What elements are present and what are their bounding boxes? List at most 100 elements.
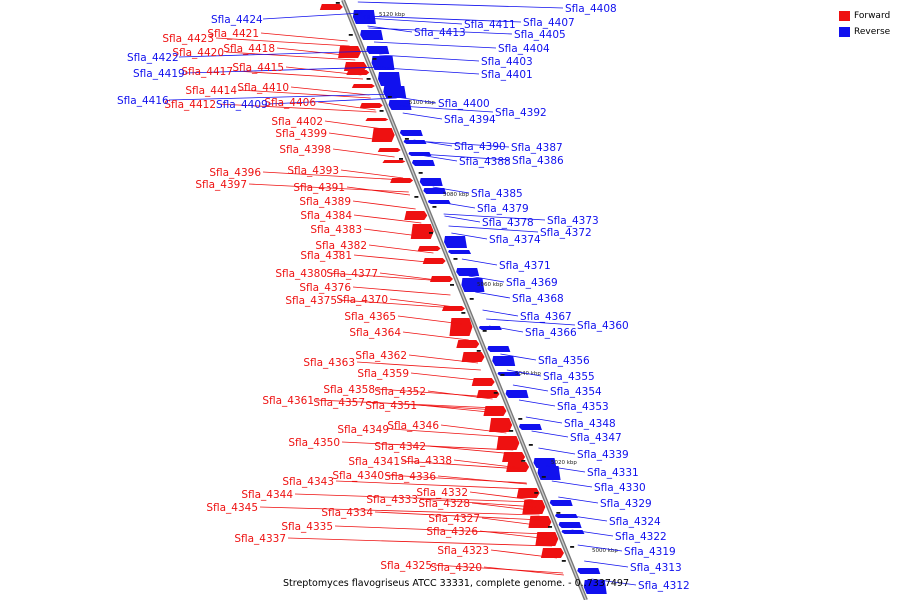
- forward-gene-label: Sfla_4397: [195, 179, 247, 191]
- reverse-gene-label: Sfla_4394: [444, 114, 496, 126]
- feature-mark: [570, 546, 575, 548]
- reverse-label-leader: [531, 430, 569, 438]
- forward-gene-label: Sfla_4323: [437, 545, 489, 557]
- reverse-label-leader: [178, 50, 378, 58]
- forward-label-leader: [353, 214, 422, 224]
- forward-gene-label: Sfla_4382: [315, 240, 367, 252]
- reverse-label-leader: [451, 232, 488, 240]
- forward-label-leader: [390, 428, 509, 438]
- reverse-gene-label: Sfla_4378: [482, 217, 534, 229]
- reverse-gene-label: Sfla_4356: [538, 355, 590, 367]
- scale-tick-label: 5000 kbp: [592, 548, 618, 554]
- reverse-gene-label: Sfla_4374: [489, 234, 541, 246]
- forward-label-leader: [338, 299, 456, 309]
- reverse-label-leader: [475, 291, 511, 299]
- forward-gene-label: Sfla_4343: [282, 476, 334, 488]
- forward-label-leader: [363, 228, 428, 238]
- reverse-gene-label: Sfla_4368: [512, 293, 564, 305]
- reverse-label-leader: [518, 399, 556, 407]
- reverse-label-leader: [419, 154, 458, 162]
- reverse-gene-block: [360, 30, 384, 40]
- forward-label-leader: [332, 148, 395, 158]
- forward-gene-block: [471, 378, 495, 386]
- forward-gene-block: [382, 160, 406, 163]
- forward-gene-block: [365, 118, 389, 121]
- forward-gene-label: Sfla_4333: [366, 494, 418, 506]
- forward-gene-label: Sfla_4417: [181, 66, 233, 78]
- forward-label-leader: [483, 566, 564, 576]
- forward-gene-label: Sfla_4349: [337, 424, 389, 436]
- reverse-label-leader: [443, 213, 546, 221]
- forward-gene-block: [496, 436, 520, 450]
- feature-mark: [398, 158, 403, 160]
- forward-label-leader: [352, 286, 451, 296]
- reverse-gene-label: Sfla_4319: [624, 546, 676, 558]
- gene-glyph-layer: [319, 2, 607, 594]
- reverse-gene-label: Sfla_4379: [477, 203, 529, 215]
- reverse-label-leader: [363, 15, 522, 23]
- forward-label-leader: [315, 399, 497, 409]
- forward-gene-block: [422, 258, 446, 264]
- reverse-label-leader: [168, 93, 396, 101]
- forward-gene-label: Sfla_4350: [288, 437, 340, 449]
- forward-gene-label: Sfla_4352: [374, 386, 426, 398]
- forward-gene-block: [449, 318, 473, 336]
- reverse-label-leader: [379, 54, 480, 62]
- forward-gene-label: Sfla_4365: [344, 311, 396, 323]
- forward-gene-label: Sfla_4337: [234, 533, 286, 545]
- reverse-gene-block: [518, 424, 542, 430]
- forward-label-leader: [374, 511, 542, 521]
- reverse-label-leader: [399, 105, 494, 113]
- forward-gene-label: Sfla_4377: [326, 268, 378, 280]
- forward-label-leader: [294, 493, 535, 503]
- reverse-label-leader: [525, 416, 563, 424]
- forward-label-leader: [340, 169, 404, 179]
- reverse-gene-label: Sfla_4330: [594, 482, 646, 494]
- reverse-gene-label: Sfla_4416: [117, 95, 169, 107]
- reverse-gene-label: Sfla_4372: [540, 227, 592, 239]
- reverse-gene-label: Sfla_4366: [525, 327, 577, 339]
- reverse-gene-label: Sfla_4424: [211, 14, 263, 26]
- reverse-label-leader: [468, 275, 505, 283]
- reverse-label-leader: [482, 309, 519, 317]
- feature-mark: [418, 172, 423, 174]
- forward-gene-label: Sfla_4346: [387, 420, 439, 432]
- reverse-gene-label: Sfla_4324: [609, 516, 661, 528]
- forward-gene-label: Sfla_4351: [365, 400, 417, 412]
- forward-gene-label: Sfla_4320: [430, 562, 482, 574]
- reverse-label-leader: [512, 384, 549, 392]
- reverse-label-leader: [396, 96, 437, 104]
- reverse-gene-label: Sfla_4387: [511, 142, 563, 154]
- forward-gene-label: Sfla_4342: [374, 441, 426, 453]
- reverse-gene-label: Sfla_4373: [547, 215, 599, 227]
- forward-gene-label: Sfla_4340: [332, 470, 384, 482]
- forward-gene-block: [390, 178, 414, 183]
- forward-label-leader: [471, 502, 539, 512]
- forward-gene-label: Sfla_4326: [426, 526, 478, 538]
- forward-label-leader: [481, 517, 545, 527]
- forward-swatch: [839, 11, 850, 21]
- feature-mark: [379, 110, 384, 112]
- forward-label-leader: [328, 272, 445, 282]
- forward-gene-label: Sfla_4396: [209, 167, 261, 179]
- reverse-gene-block: [487, 346, 511, 352]
- forward-gene-block: [404, 211, 428, 220]
- forward-gene-label: Sfla_4389: [299, 196, 351, 208]
- reverse-label-leader: [538, 447, 576, 455]
- reverse-label-leader: [368, 27, 513, 35]
- forward-gene-label: Sfla_4334: [321, 507, 373, 519]
- genome-backbone-highlight: [342, 0, 587, 600]
- forward-label-leader: [290, 86, 370, 96]
- forward-label-leader: [353, 254, 438, 264]
- feature-mark: [556, 512, 561, 514]
- feature-mark: [500, 374, 505, 376]
- forward-gene-label: Sfla_4375: [285, 295, 337, 307]
- reverse-label-leader: [262, 12, 363, 20]
- genome-backbone-layer: [341, 0, 588, 600]
- forward-label-leader: [248, 183, 409, 193]
- forward-label-leader: [453, 459, 521, 469]
- reverse-gene-block: [412, 160, 436, 166]
- reverse-gene-block: [549, 500, 573, 506]
- feature-mark: [432, 206, 437, 208]
- forward-gene-block: [456, 340, 480, 348]
